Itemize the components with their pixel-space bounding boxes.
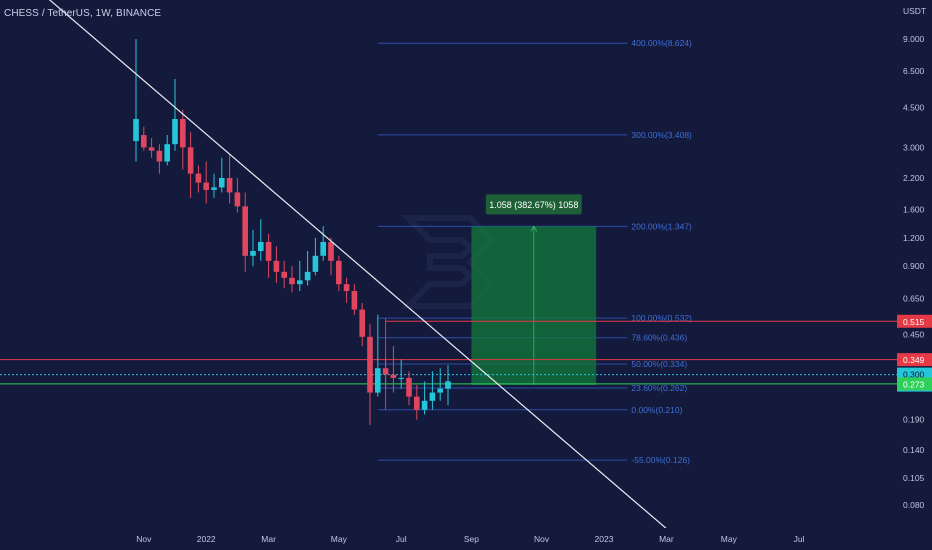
price-tag-0515-label: 0.515 — [903, 317, 925, 327]
candle-body[interactable] — [437, 388, 443, 393]
y-tick-label: 1.200 — [903, 233, 925, 243]
candle-body[interactable] — [226, 177, 233, 193]
candles[interactable] — [133, 39, 451, 425]
price-tag-0349 — [897, 353, 932, 367]
candle-body[interactable] — [156, 150, 163, 162]
fib-level-label: 0.00%(0.210) — [631, 405, 682, 415]
candle-body[interactable] — [312, 255, 319, 272]
y-tick-label: 3.000 — [903, 142, 925, 152]
y-tick-label: 2.200 — [903, 173, 925, 183]
candle-body[interactable] — [195, 173, 202, 183]
y-axis-ticks: 9.000 6.500 4.500 3.000 2.200 1.600 1.200 0.900… — [903, 34, 925, 510]
x-tick-label: Nov — [534, 534, 550, 544]
axis-unit-label: USDT — [903, 6, 926, 16]
candle-body[interactable] — [250, 250, 256, 256]
candle-body[interactable] — [289, 277, 295, 285]
candle-body[interactable] — [172, 119, 178, 145]
candle-body[interactable] — [390, 374, 397, 378]
symbol-title[interactable]: CHESS / TetherUS, 1W, BINANCE — [4, 8, 162, 19]
fib-level-label: 300.00%(3.408) — [631, 130, 692, 140]
candle-body[interactable] — [406, 377, 412, 397]
candle-body[interactable] — [187, 147, 194, 174]
plot-area[interactable] — [0, 0, 897, 528]
candle-body[interactable] — [211, 187, 217, 190]
candle-body[interactable] — [258, 242, 264, 251]
candle-body[interactable] — [336, 260, 342, 285]
candle-body[interactable] — [180, 119, 186, 148]
downtrend-line[interactable] — [3, 0, 683, 543]
candle-body[interactable] — [273, 260, 280, 272]
y-tick-label: 0.450 — [903, 330, 925, 340]
candle-body[interactable] — [351, 290, 358, 310]
candle-body[interactable] — [297, 280, 303, 285]
price-tag-0273 — [897, 377, 932, 391]
x-tick-label: Mar — [659, 534, 674, 544]
candle-body[interactable] — [414, 396, 420, 410]
candle-body[interactable] — [445, 381, 451, 389]
candle-body[interactable] — [359, 309, 365, 337]
candle-body[interactable] — [343, 284, 350, 291]
y-tick-label: 9.000 — [903, 34, 925, 44]
target-label: 1.058 (382.67%) 1058 — [489, 200, 578, 210]
x-tick-label: Jul — [396, 534, 407, 544]
time-axis[interactable] — [0, 528, 897, 550]
x-tick-label: May — [331, 534, 348, 544]
candle-body[interactable] — [148, 147, 155, 151]
target-label-box — [485, 194, 582, 215]
candle-body[interactable] — [320, 242, 326, 256]
candle-body[interactable] — [382, 368, 389, 375]
candle-body[interactable] — [141, 135, 147, 148]
candle-body[interactable] — [429, 392, 436, 401]
price-tag-0515 — [897, 314, 932, 328]
y-tick-label: 4.500 — [903, 102, 925, 112]
candle-body[interactable] — [133, 119, 139, 142]
y-tick-label: 1.600 — [903, 204, 925, 214]
fib-level-label: 200.00%(1.347) — [631, 221, 692, 231]
price-tag-0273-label: 0.273 — [903, 379, 925, 389]
y-tick-label: 0.190 — [903, 415, 925, 425]
target-zone[interactable]: 1.058 (382.67%) 1058 — [471, 194, 597, 385]
candle-body[interactable] — [375, 368, 381, 393]
fib-level-label: 100.00%(0.532) — [631, 313, 692, 323]
x-tick-label: Nov — [136, 534, 152, 544]
fib-level-label: 400.00%(8.624) — [631, 38, 692, 48]
y-tick-label: 0.080 — [903, 500, 925, 510]
y-tick-label: 0.140 — [903, 445, 925, 455]
fib-level-label: -55.00%(0.126) — [631, 455, 690, 465]
fib-level-label: 23.60%(0.262) — [631, 383, 687, 393]
x-tick-label: 2022 — [197, 534, 216, 544]
candle-body[interactable] — [234, 192, 241, 207]
price-tag-0349-label: 0.349 — [903, 355, 925, 365]
fib-level-label: 50.00%(0.334) — [631, 359, 687, 369]
candle-body[interactable] — [421, 400, 428, 410]
candle-body[interactable] — [367, 336, 373, 393]
candle-body[interactable] — [398, 377, 404, 379]
price-tag-current-label: 0.300 — [903, 370, 925, 380]
candle-body[interactable] — [242, 206, 248, 256]
fib-level-label: 78.60%(0.436) — [631, 333, 687, 343]
y-tick-label: 0.900 — [903, 261, 925, 271]
y-tick-label: 0.105 — [903, 473, 925, 483]
x-axis-ticks: Nov 2022 Mar May Jul Sep Nov 2023 Mar May Jul — [136, 534, 804, 544]
y-tick-label: 6.500 — [903, 66, 925, 76]
candle-body[interactable] — [281, 271, 287, 278]
candle-body[interactable] — [203, 182, 209, 190]
x-tick-label: Jul — [794, 534, 805, 544]
x-tick-label: 2023 — [595, 534, 614, 544]
x-tick-label: May — [721, 534, 738, 544]
candle-body[interactable] — [219, 177, 225, 188]
candle-body[interactable] — [304, 271, 311, 281]
candle-body[interactable] — [164, 144, 170, 162]
candle-body[interactable] — [265, 242, 272, 261]
y-tick-label: 0.650 — [903, 293, 925, 303]
x-tick-label: Sep — [464, 534, 479, 544]
arrow-up-icon — [530, 225, 538, 232]
candle-body[interactable] — [328, 242, 334, 261]
price-axis[interactable] — [897, 0, 932, 550]
x-tick-label: Mar — [261, 534, 276, 544]
